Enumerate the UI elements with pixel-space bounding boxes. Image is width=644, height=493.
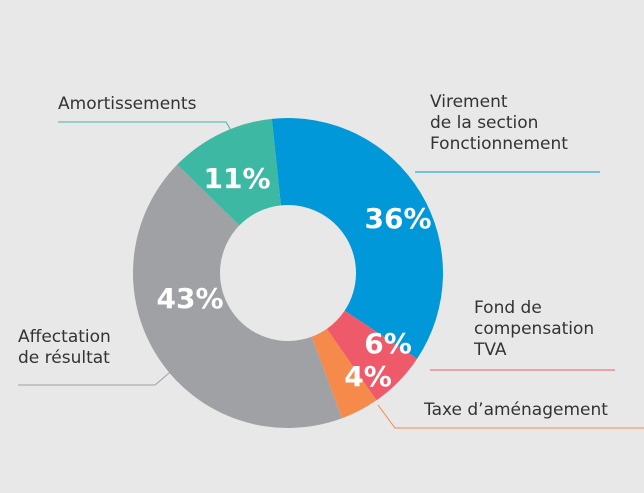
value-label: 11% [203, 162, 270, 195]
slice [271, 118, 443, 359]
slice-label: Taxe d’aménagement [424, 400, 608, 420]
slice-label: Virement de la section Fonctionnement [430, 92, 568, 154]
slice [177, 118, 281, 226]
slice [311, 328, 377, 419]
value-label: 4% [344, 360, 392, 393]
value-label: 43% [156, 282, 223, 315]
slice-label: Affectation de résultat [18, 327, 111, 368]
leader-line [377, 404, 644, 429]
value-label: 36% [364, 202, 431, 235]
slice-label: Fond de compensation TVA [474, 298, 595, 360]
value-label: 6% [364, 327, 412, 360]
slice-label: Amortissements [58, 94, 197, 114]
leader-line [58, 121, 233, 133]
slice [132, 164, 343, 429]
leader-line [18, 367, 176, 386]
slice [326, 310, 418, 401]
